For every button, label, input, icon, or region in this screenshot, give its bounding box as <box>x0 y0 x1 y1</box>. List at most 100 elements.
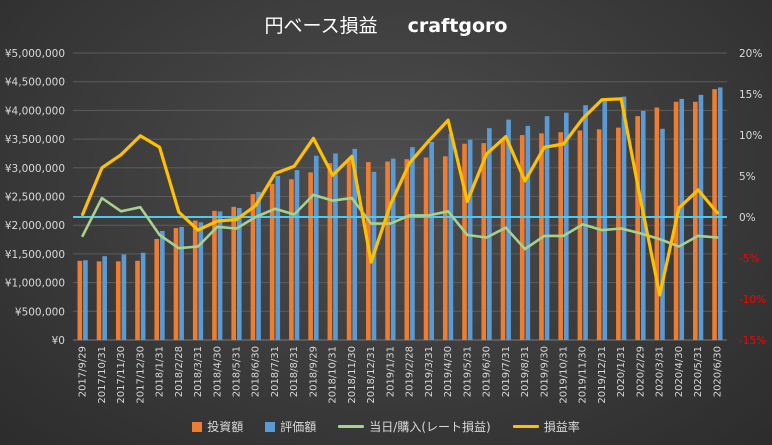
chart-legend: 投資額 評価額 当日/購入(レート損益) 損益率 <box>0 418 772 435</box>
bar-valuation <box>660 128 665 340</box>
bar-investment <box>308 172 313 340</box>
bar-investment <box>250 194 256 340</box>
bar-valuation <box>429 141 434 340</box>
bar-investment <box>404 159 410 340</box>
x-tick-label: 2018/11/30 <box>347 346 358 404</box>
bar-valuation <box>313 155 319 340</box>
x-tick-label: 2019/2/28 <box>405 346 416 397</box>
bar-valuation <box>467 139 473 340</box>
bar-valuation <box>256 191 261 340</box>
bar-investment <box>269 183 275 340</box>
bar-investment <box>712 89 717 340</box>
x-tick-label: 2017/11/30 <box>116 346 127 404</box>
right-tick-label: -10% <box>739 294 766 306</box>
legend-label-rate-pl: 当日/購入(レート損益) <box>369 420 491 434</box>
left-tick-label: ¥0 <box>52 335 65 347</box>
legend-swatch-valuation <box>265 421 276 432</box>
legend-item-rate-pl: 当日/購入(レート損益) <box>338 418 491 435</box>
bar-investment <box>385 161 390 340</box>
bar-investment <box>481 143 487 340</box>
bar-investment <box>423 157 429 340</box>
bar-valuation <box>160 230 165 340</box>
bar-investment <box>212 210 217 340</box>
x-tick-label: 2019/7/31 <box>501 346 512 397</box>
x-tick-label: 2018/5/31 <box>232 346 243 397</box>
bar-valuation <box>198 222 204 340</box>
bar-valuation <box>237 207 242 340</box>
bar-valuation <box>352 148 358 340</box>
x-tick-label: 2018/9/29 <box>308 346 319 397</box>
chart-subtitle: craftgoro <box>407 15 508 37</box>
bar-valuation <box>679 98 685 340</box>
bar-investment <box>596 129 602 340</box>
x-tick-label: 2018/3/31 <box>193 346 204 397</box>
left-tick-label: ¥500,000 <box>15 306 65 318</box>
bar-investment <box>442 156 448 340</box>
bar-valuation <box>410 147 415 340</box>
bar-valuation <box>121 254 127 340</box>
x-tick-label: 2017/12/30 <box>135 346 146 404</box>
bar-valuation <box>179 226 184 340</box>
left-tick-label: ¥1,000,000 <box>5 278 65 290</box>
x-tick-label: 2020/5/31 <box>693 346 704 397</box>
x-tick-label: 2020/4/30 <box>674 346 685 397</box>
bar-investment <box>115 261 121 340</box>
bar-valuation <box>602 100 608 341</box>
bar-investment <box>577 130 583 340</box>
x-tick-label: 2020/2/29 <box>635 346 646 397</box>
x-tick-label: 2020/6/30 <box>712 346 723 397</box>
x-tick-label: 2019/10/31 <box>559 346 570 404</box>
right-tick-label: -15% <box>739 335 766 347</box>
x-tick-label: 2018/8/31 <box>289 346 300 397</box>
x-tick-label: 2019/1/31 <box>385 346 396 397</box>
x-tick-label: 2018/12/31 <box>366 346 377 404</box>
bar-investment <box>616 127 621 341</box>
legend-label-investment: 投資額 <box>207 420 244 434</box>
bar-investment <box>77 260 83 340</box>
bar-valuation <box>83 260 88 340</box>
bar-investment <box>500 139 506 340</box>
left-tick-label: ¥1,500,000 <box>5 249 65 261</box>
bar-valuation <box>621 96 627 341</box>
x-tick-label: 2019/11/30 <box>578 346 589 404</box>
chart-title: 円ベース損益 <box>264 15 378 37</box>
bar-valuation <box>333 153 338 340</box>
series-line-rate-pl <box>81 193 719 251</box>
bar-investment <box>154 238 160 340</box>
x-tick-label: 2020/1/31 <box>616 346 627 397</box>
right-tick-label: 20% <box>739 48 762 60</box>
bar-valuation <box>275 175 281 340</box>
x-tick-label: 2019/6/30 <box>482 346 493 397</box>
x-tick-label: 2019/4/30 <box>443 346 454 397</box>
legend-swatch-pl-ratio <box>512 425 539 428</box>
x-tick-label: 2018/2/28 <box>174 346 185 397</box>
left-tick-label: ¥4,500,000 <box>5 77 65 89</box>
legend-swatch-rate-pl <box>338 425 365 428</box>
x-tick-label: 2018/6/30 <box>251 346 262 397</box>
x-tick-label: 2020/3/31 <box>655 346 666 397</box>
bar-valuation <box>390 158 396 340</box>
bar-valuation <box>583 105 588 340</box>
legend-label-pl-ratio: 損益率 <box>543 420 580 434</box>
bar-investment <box>462 143 467 340</box>
bar-valuation <box>140 252 146 340</box>
right-tick-label: 5% <box>739 171 756 183</box>
left-tick-label: ¥4,000,000 <box>5 105 65 117</box>
bar-valuation <box>640 110 646 340</box>
bar-investment <box>654 107 660 340</box>
legend-swatch-investment <box>192 421 203 432</box>
bar-investment <box>635 116 640 340</box>
bar-investment <box>289 179 294 340</box>
chart-title-wrap: 円ベース損益 craftgoro <box>0 11 772 38</box>
bar-investment <box>346 160 352 340</box>
bar-investment <box>96 261 102 340</box>
legend-label-valuation: 評価額 <box>280 420 317 434</box>
legend-item-investment: 投資額 <box>192 418 243 435</box>
x-tick-label: 2018/10/31 <box>328 346 339 404</box>
bar-valuation <box>217 211 223 340</box>
right-tick-label: 10% <box>739 130 762 142</box>
bar-valuation <box>487 128 492 340</box>
left-tick-label: ¥2,000,000 <box>5 220 65 232</box>
bar-investment <box>519 135 525 340</box>
